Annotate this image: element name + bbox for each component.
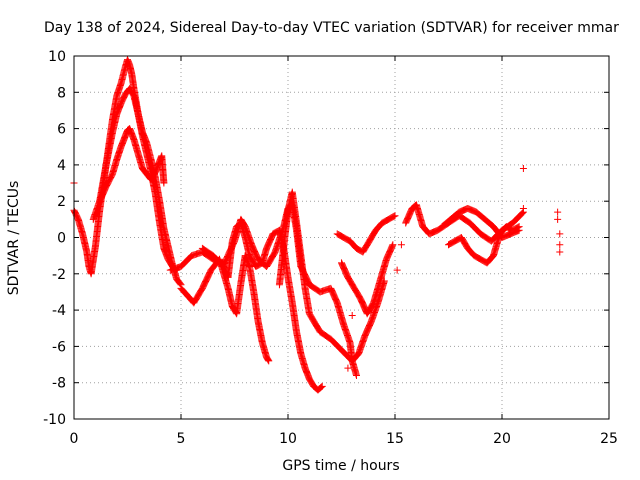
- data-point: [265, 357, 273, 365]
- y-tick-label: 0: [57, 231, 66, 247]
- series-track-f: [198, 219, 326, 394]
- x-tick-label: 25: [600, 431, 618, 447]
- data-point: [519, 209, 527, 217]
- y-tick-label: -2: [52, 267, 66, 283]
- data-point: [318, 382, 326, 390]
- data-point: [390, 212, 398, 220]
- y-tick-label: 6: [57, 122, 66, 138]
- data-point: [397, 241, 405, 249]
- y-axis-label: SDTVAR / TECUs: [6, 181, 22, 296]
- data-point: [393, 266, 401, 274]
- x-tick-label: 20: [493, 431, 511, 447]
- y-tick-label: 10: [48, 49, 66, 65]
- series-track-c: [96, 85, 181, 274]
- x-axis-label: GPS time / hours: [282, 458, 399, 474]
- data-point: [176, 280, 184, 288]
- data-point: [317, 384, 325, 392]
- y-tick-label: -4: [52, 303, 66, 319]
- data-point: [556, 230, 564, 238]
- chart-title: Day 138 of 2024, Sidereal Day-to-day VTE…: [44, 20, 619, 36]
- data-point: [257, 260, 265, 268]
- y-tick-label: 4: [57, 158, 66, 174]
- data-marks: [70, 56, 564, 394]
- y-tick-label: 2: [57, 194, 66, 210]
- data-point: [176, 279, 184, 287]
- data-point: [344, 364, 352, 372]
- x-tick-label: 15: [386, 431, 404, 447]
- series-track-k: [445, 223, 523, 267]
- data-point: [554, 208, 562, 216]
- series-track-l: [438, 204, 523, 241]
- series-track-e: [177, 252, 273, 365]
- data-point: [352, 371, 360, 379]
- data-point: [348, 312, 356, 320]
- data-point: [518, 210, 526, 218]
- data-point: [391, 212, 399, 220]
- series-track-g: [275, 188, 388, 365]
- series-track-h: [338, 241, 397, 318]
- data-point: [519, 165, 527, 173]
- x-tick-label: 5: [177, 431, 186, 447]
- axis-ticks: 0 5 10 15 20 25 -10 -8 -6 -4 -2 0 2 4 6 8 10: [43, 49, 618, 447]
- data-point: [515, 226, 523, 234]
- x-tick-label: 0: [70, 431, 79, 447]
- series-isolated: [70, 165, 564, 372]
- data-point: [389, 241, 397, 249]
- y-tick-label: -8: [52, 376, 66, 392]
- y-tick-label: -6: [52, 339, 66, 355]
- y-tick-label: -10: [43, 412, 66, 428]
- x-tick-label: 10: [279, 431, 297, 447]
- data-point: [519, 204, 527, 212]
- data-point: [160, 179, 168, 187]
- plot-frame: [73, 55, 610, 420]
- data-point: [554, 215, 562, 223]
- series-track-i: [333, 212, 399, 256]
- y-tick-label: 8: [57, 85, 66, 101]
- data-point: [556, 241, 564, 249]
- data-point: [264, 355, 272, 363]
- data-point: [317, 383, 325, 391]
- data-point: [264, 356, 272, 364]
- data-point: [556, 248, 564, 256]
- grid: [74, 56, 609, 419]
